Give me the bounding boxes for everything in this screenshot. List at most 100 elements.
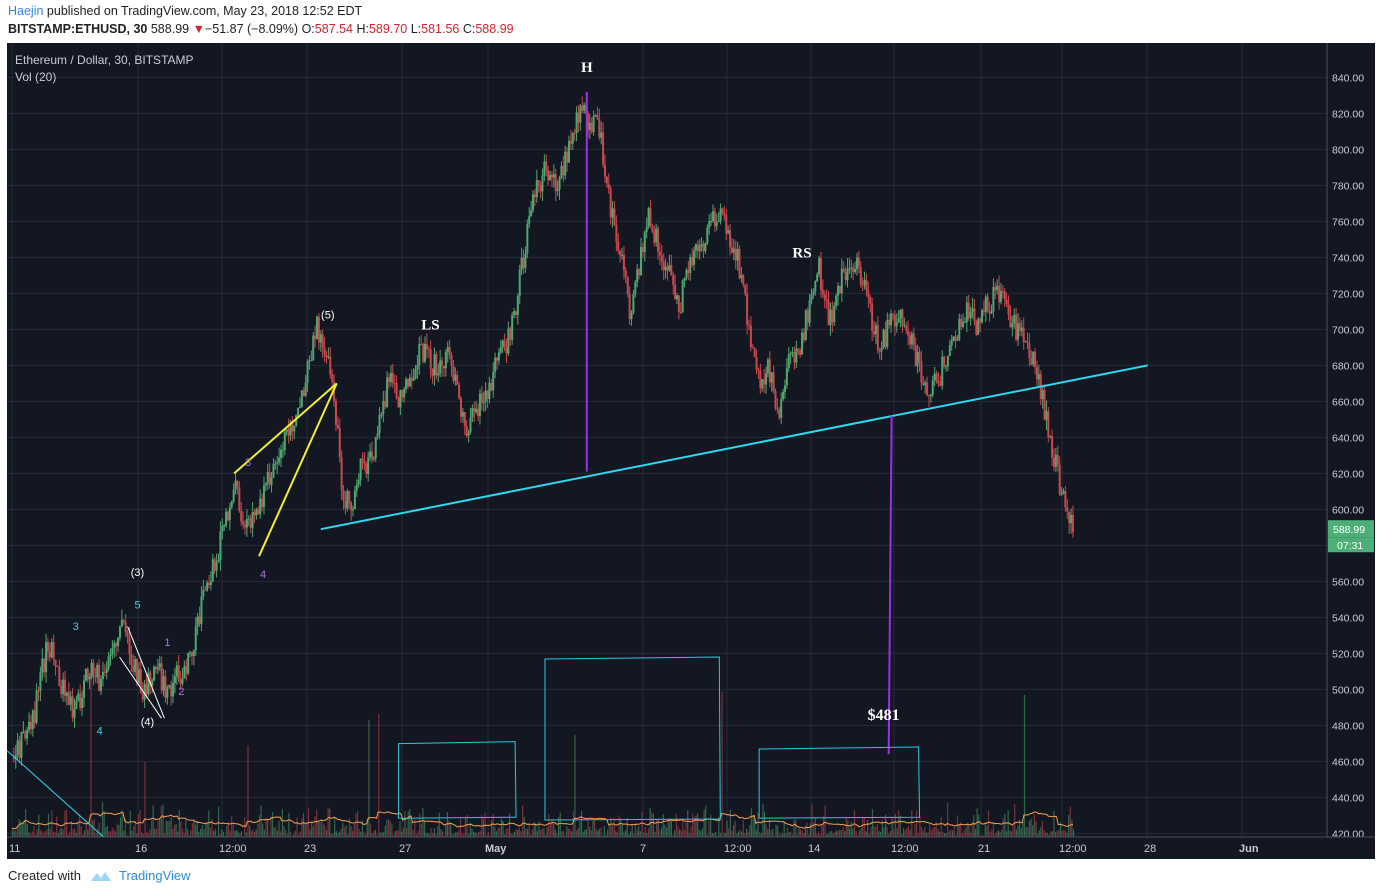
candle-body <box>946 355 949 366</box>
tradingview-brand[interactable]: TradingView <box>118 868 191 883</box>
volume-bar <box>405 827 408 837</box>
candle-body <box>297 408 300 416</box>
annotation-label: 5 <box>134 599 140 611</box>
volume-bar <box>621 824 623 837</box>
volume-bar <box>803 833 805 837</box>
candle-body <box>397 397 400 408</box>
candle-body <box>945 365 948 367</box>
volume-bar <box>700 830 702 837</box>
candle-body <box>73 709 76 718</box>
candle-body <box>412 378 415 381</box>
candle-body <box>355 484 358 491</box>
volume-bar <box>522 805 524 837</box>
candle-body <box>927 395 930 397</box>
volume-bar <box>629 831 632 837</box>
candle-body <box>219 531 222 561</box>
volume-bar <box>157 820 159 837</box>
volume-bar <box>986 825 988 837</box>
candle-body <box>211 559 214 582</box>
candle-body <box>185 665 188 674</box>
y-tick-label: 520.00 <box>1332 648 1364 660</box>
candle-body <box>293 425 296 432</box>
x-tick-label: 12:00 <box>724 843 752 855</box>
candle-body <box>907 330 910 336</box>
volume-bar <box>420 823 422 837</box>
volume-bar <box>312 826 314 837</box>
candle-body <box>494 357 497 372</box>
x-tick-label: 7 <box>640 843 646 855</box>
candle-body <box>566 151 569 163</box>
candle-body <box>46 642 49 652</box>
volume-bar <box>780 832 782 837</box>
volume-bar <box>652 813 655 837</box>
candle-body <box>674 284 677 300</box>
candle-body <box>607 183 610 189</box>
volume-bar <box>777 825 779 837</box>
volume-bar <box>548 814 550 837</box>
volume-bar <box>422 808 424 837</box>
candle-body <box>497 352 500 361</box>
candle-body <box>992 287 995 312</box>
volume-bar <box>759 832 761 837</box>
annotation-label: (5) <box>321 310 334 322</box>
candle-body <box>660 255 663 262</box>
volume-bar <box>61 827 63 837</box>
candle-body <box>641 247 644 253</box>
candle-body <box>793 352 796 363</box>
x-axis: 11 16 12:00 23 27 May 7 12:00 14 12:00 21 12:00 28 Ju… <box>7 836 1375 859</box>
candle-body <box>232 489 235 502</box>
volume-bar <box>70 821 73 837</box>
candle-body <box>1007 304 1010 315</box>
candle-body <box>746 293 749 325</box>
volume-bar <box>337 833 339 837</box>
volume-bar <box>1020 827 1022 837</box>
volume-bar <box>667 820 669 837</box>
volume-bar <box>183 833 185 837</box>
volume-bar <box>332 833 334 837</box>
candle-body <box>933 373 936 381</box>
chart-area[interactable]: H LS RS $481 (5) (3) (4) 3 4 1 2 3 5 4 420.00 440.00 460… <box>7 43 1375 859</box>
volume-bar <box>417 830 419 837</box>
candle-body <box>122 619 125 622</box>
candle-body <box>278 457 281 463</box>
candle-body <box>298 406 301 409</box>
volume-bar <box>69 831 71 837</box>
volume-bar <box>445 824 447 837</box>
candle-body <box>58 666 61 686</box>
candle-body <box>998 285 1001 302</box>
volume-bar <box>672 835 674 837</box>
volume-bar <box>814 816 816 837</box>
candle-body <box>29 721 32 730</box>
volume-bar <box>953 826 955 837</box>
volume-bar <box>572 811 574 837</box>
candle-body <box>679 311 682 313</box>
volume-bar <box>994 833 996 837</box>
volume-bar <box>768 819 771 837</box>
volume-bar <box>224 835 226 837</box>
volume-bar <box>577 828 579 837</box>
volume-bar <box>1004 813 1006 837</box>
price-chart-svg[interactable]: HLSRS$481(5)(3)(4)3412354420.00440.00460… <box>7 43 1375 859</box>
volume-bar <box>177 831 179 837</box>
candle-body <box>154 666 157 670</box>
candle-body <box>774 391 777 409</box>
candle-body <box>314 335 317 339</box>
candle-body <box>1047 411 1050 438</box>
candle-body <box>867 290 870 297</box>
volume-bar <box>643 832 645 837</box>
volume-bar <box>989 831 991 837</box>
volume-bar <box>46 829 48 837</box>
volume-bar <box>38 814 40 837</box>
volume-bar <box>904 830 906 837</box>
volume-bar <box>155 829 158 837</box>
candle-body <box>463 411 466 426</box>
candle-body <box>588 122 591 131</box>
candle-body <box>425 343 428 350</box>
candle-body <box>647 208 650 227</box>
volume-bar <box>607 829 609 837</box>
volume-bar <box>763 811 766 837</box>
volume-bar <box>74 828 76 837</box>
open-value: 587.54 <box>314 22 353 36</box>
author-link[interactable]: Haejin <box>8 4 44 18</box>
volume-bar <box>732 825 735 837</box>
